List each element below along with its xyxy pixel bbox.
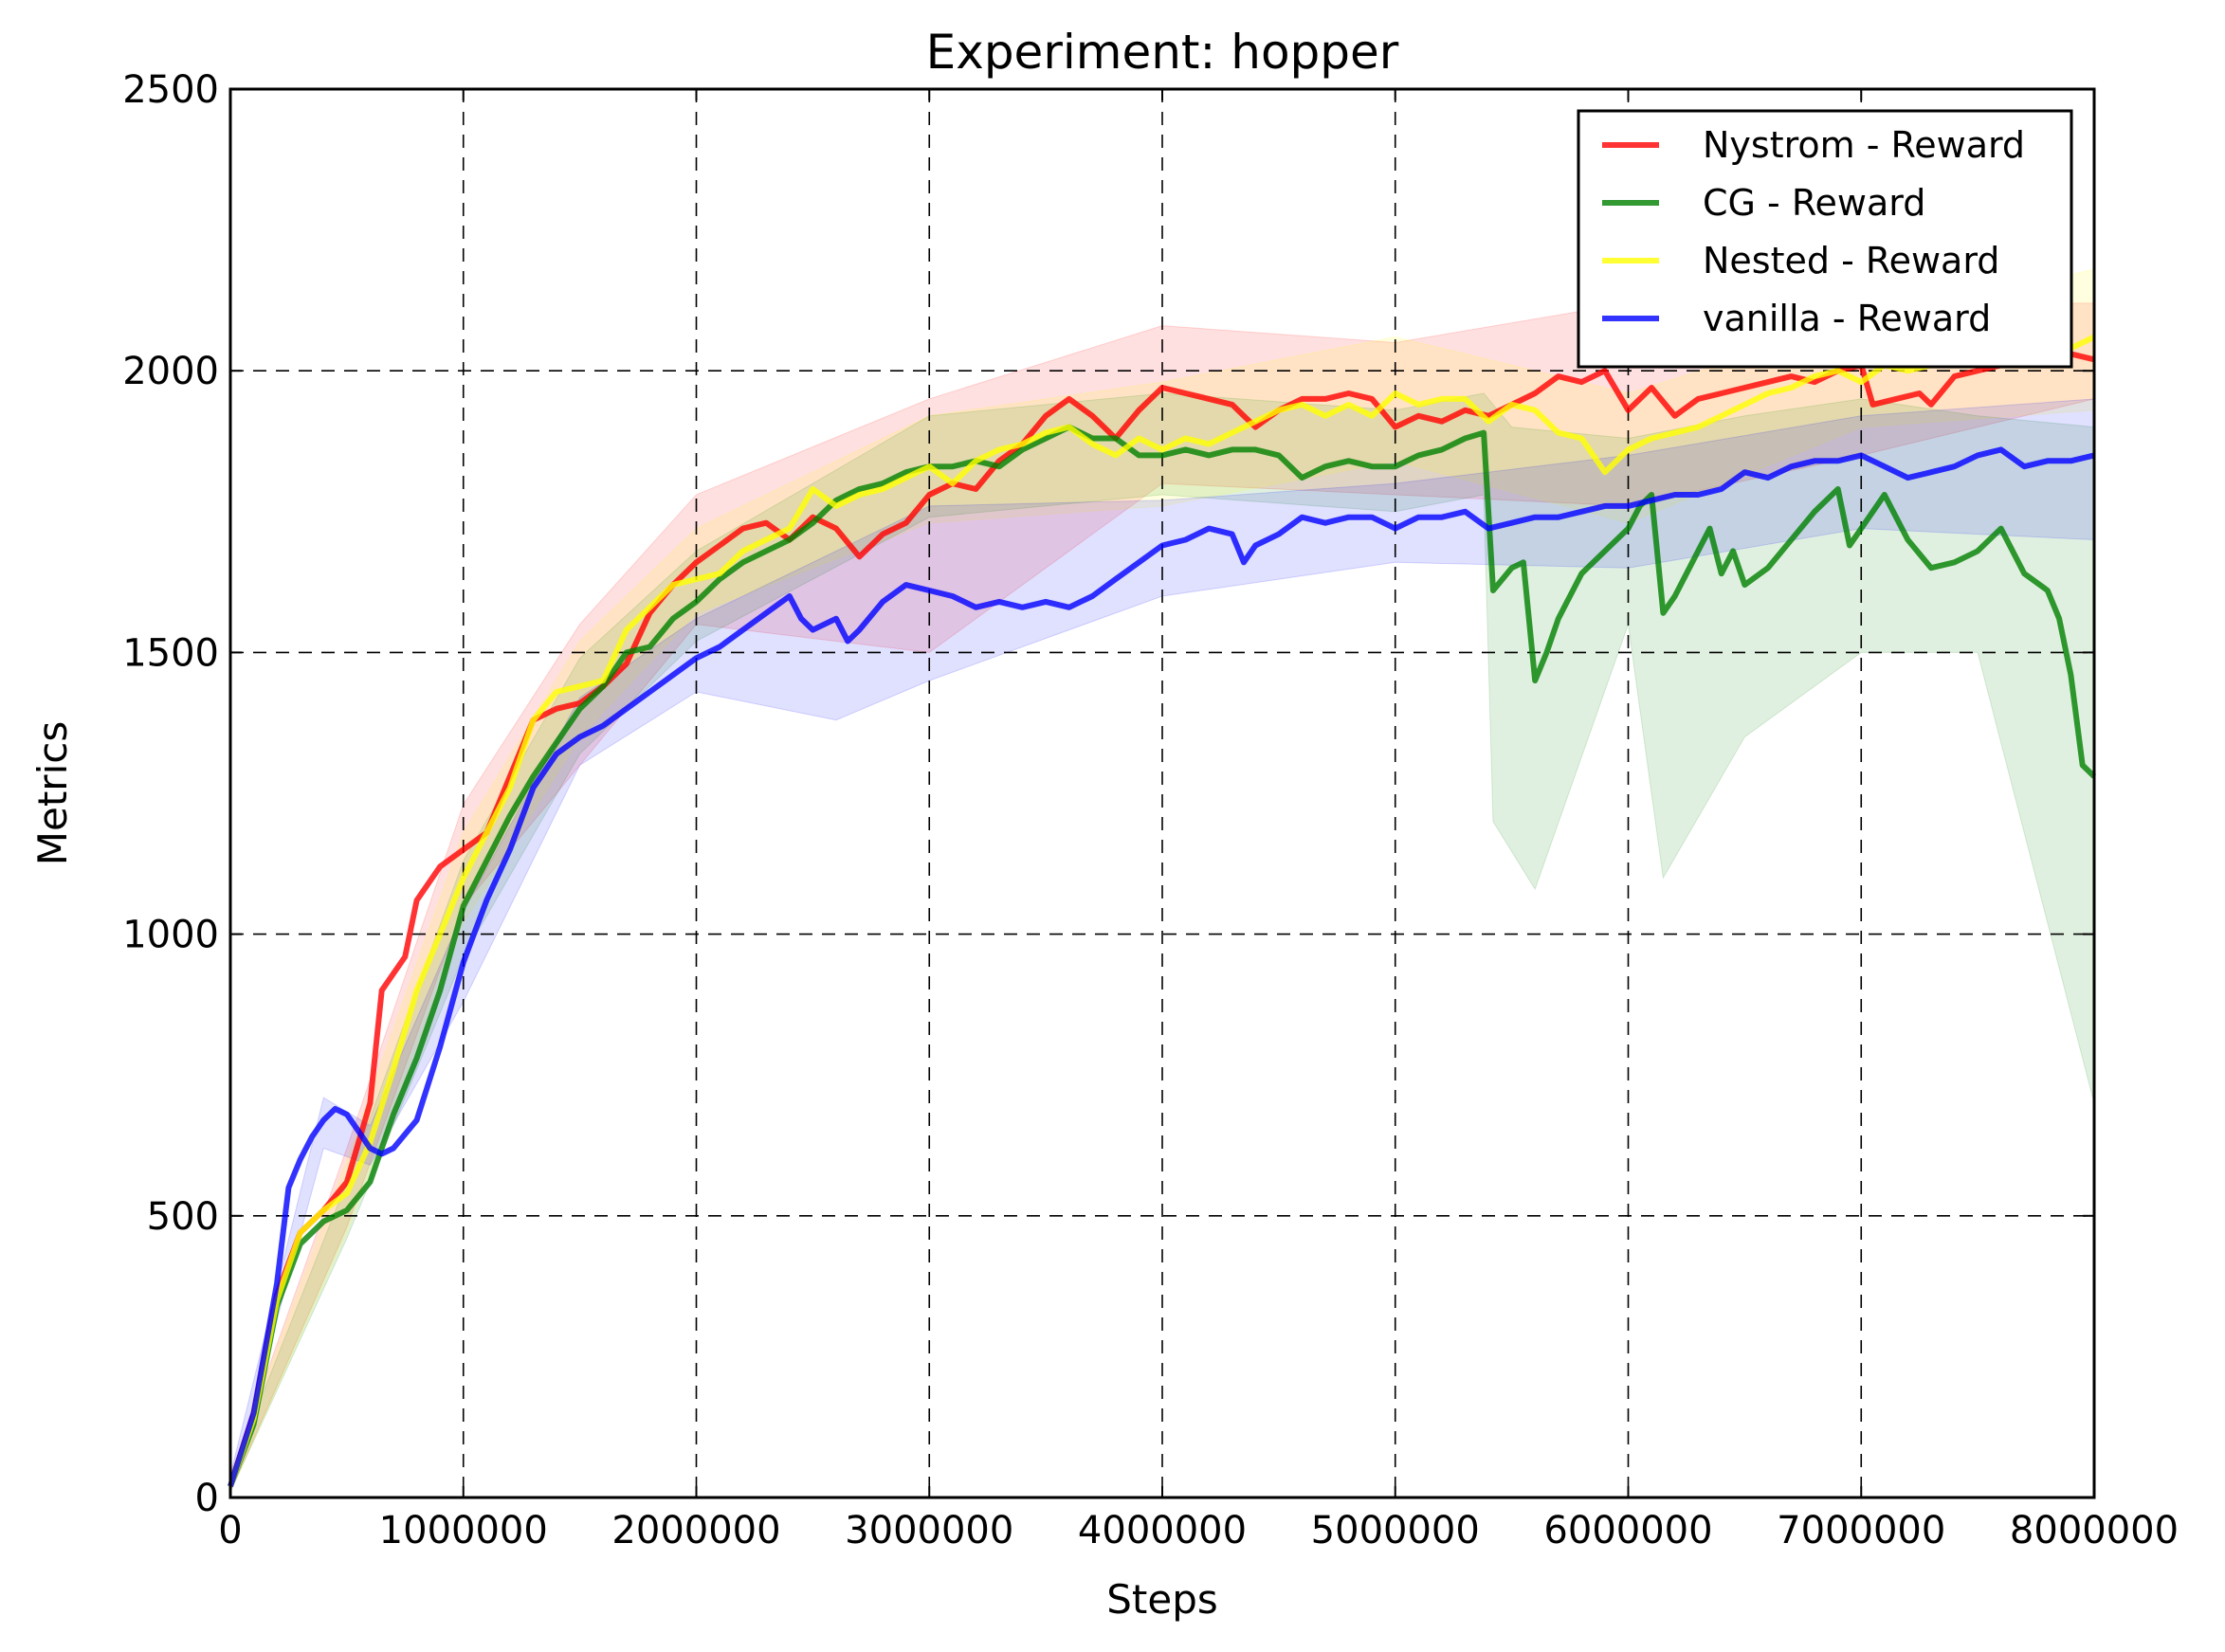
series-line-cg-reward [228, 424, 2097, 1488]
x-tick-label: 8000000 [2010, 1509, 2179, 1552]
legend-box [1577, 109, 2073, 369]
x-tick-label: 6000000 [1543, 1509, 1712, 1552]
y-tick-label: 2000 [122, 350, 219, 393]
legend: Nystrom - Reward CG - Reward Nested - Rewa… [1577, 109, 2073, 369]
series-line-vanilla-reward [228, 446, 2095, 1488]
y-axis-label: Metrics [29, 721, 76, 865]
y-tick-label: 0 [195, 1477, 219, 1520]
x-tick-label: 7000000 [1777, 1509, 1945, 1552]
x-tick-label: 4000000 [1078, 1509, 1247, 1552]
legend-label-nested-reward: Nested - Reward [1703, 240, 1999, 281]
x-axis-label: Steps [1106, 1576, 1218, 1623]
y-tick-label: 1000 [122, 914, 219, 957]
series-line-nystrom-reward [228, 351, 2095, 1488]
x-tick-label: 3000000 [845, 1509, 1013, 1552]
y-tick-label: 2500 [122, 68, 219, 112]
x-tick-label: 0 [218, 1509, 242, 1552]
x-tick-label: 2000000 [611, 1509, 780, 1552]
series-lines [228, 334, 2097, 1488]
legend-label-nystrom-reward: Nystrom - Reward [1703, 124, 2025, 166]
legend-label-vanilla-reward: vanilla - Reward [1703, 298, 1991, 339]
x-tick-label: 5000000 [1311, 1509, 1480, 1552]
y-tick-label: 1500 [122, 631, 219, 675]
chart-title: Experiment: hopper [926, 25, 1399, 80]
band-cg-reward [229, 392, 2095, 1493]
axis-ticks: 0 1000000 2000000 3000000 4000000 5000000 6000… [122, 68, 2179, 1552]
y-tick-label: 500 [147, 1195, 219, 1239]
series-line-nested-reward [228, 334, 2096, 1488]
legend-label-cg-reward: CG - Reward [1703, 182, 1925, 224]
x-tick-label: 1000000 [379, 1509, 548, 1552]
